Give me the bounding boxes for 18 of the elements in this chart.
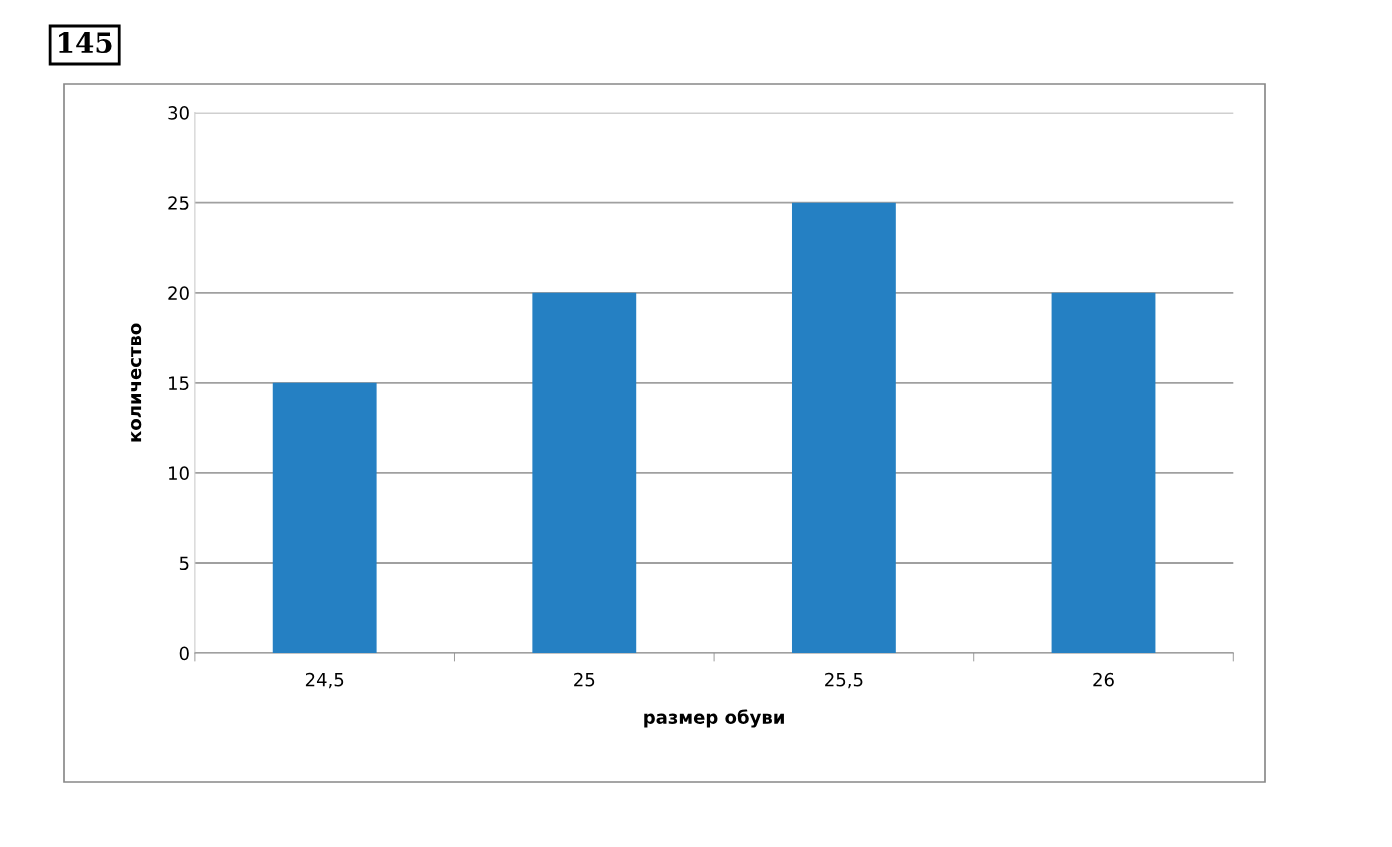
y-tick-label: 15 [169,376,189,390]
x-axis-title: размер обуви [644,709,784,728]
y-tick-label: 25 [168,196,189,210]
y-tick-label: 5 [179,556,189,571]
x-tick-label: 26 [1093,672,1114,687]
y-tick-label: 30 [168,106,189,120]
bar [1051,292,1156,654]
y-tick-label: 20 [168,286,189,300]
bar [532,292,637,654]
y-axis-title: количество [130,323,142,442]
text: 145 [59,32,112,54]
x-tick-label: 25,5 [825,672,863,689]
bar [272,382,377,654]
bar [791,202,896,654]
y-tick-label: 0 [179,646,189,661]
y-tick-label: 10 [169,466,189,481]
x-tick-label: 24,5 [305,672,344,689]
x-tick-label: 25 [574,672,595,687]
